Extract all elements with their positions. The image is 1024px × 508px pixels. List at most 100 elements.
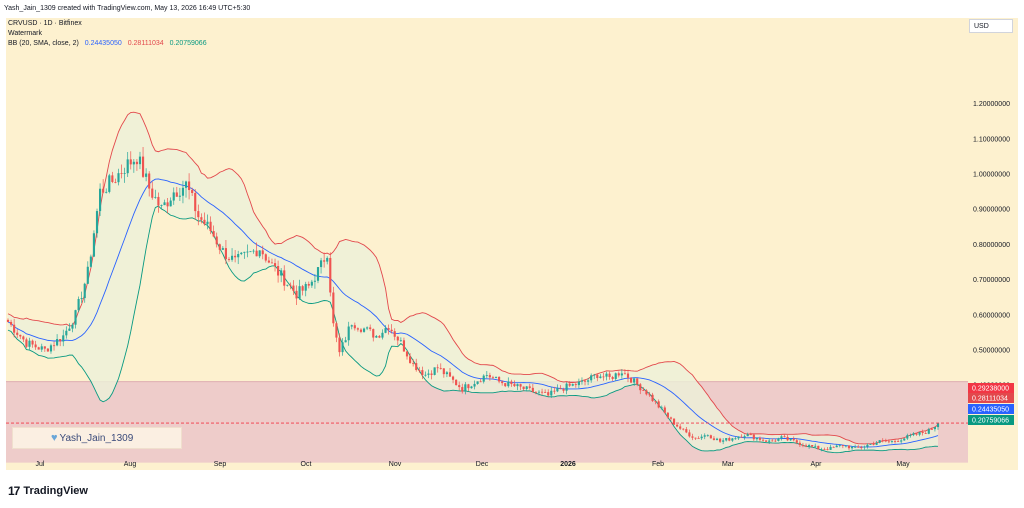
candle — [596, 373, 599, 382]
candle-body — [347, 326, 350, 341]
candle — [826, 447, 829, 451]
candle-body — [442, 368, 445, 375]
tradingview-logo-icon[interactable]: 17 — [8, 484, 20, 498]
candle — [359, 328, 363, 334]
legend-symbol-title[interactable]: CRVUSD · 1D · Bitfinex — [8, 20, 82, 27]
candle — [218, 243, 221, 255]
candle — [74, 309, 77, 329]
candle — [866, 443, 869, 449]
candle-body — [393, 331, 396, 337]
candle — [786, 434, 789, 442]
candle — [418, 366, 421, 373]
candle — [329, 252, 332, 297]
candle-body — [722, 440, 725, 442]
candle — [323, 252, 326, 268]
candle-body — [286, 284, 289, 286]
candle — [774, 438, 777, 443]
candle — [191, 187, 194, 197]
candle-body — [820, 449, 823, 450]
candle — [608, 371, 611, 380]
candle-body — [261, 250, 264, 255]
candle — [307, 281, 310, 289]
candle — [316, 267, 320, 284]
candle — [847, 445, 851, 451]
candle-body — [329, 257, 332, 293]
candle-body — [102, 188, 105, 193]
candle-body — [918, 431, 921, 435]
candle — [353, 322, 356, 331]
candle — [157, 192, 160, 213]
candle — [169, 197, 172, 207]
candle-body — [154, 196, 157, 198]
candle — [108, 173, 111, 194]
candle — [188, 173, 191, 200]
candle — [92, 230, 96, 258]
candle — [381, 329, 384, 340]
candle-body — [936, 423, 940, 428]
price-tag-label: 0.28111034 — [972, 396, 1008, 403]
candle-body — [145, 173, 148, 177]
candle-body — [206, 221, 209, 225]
tradingview-brand[interactable]: TradingView — [23, 485, 88, 497]
candle-body — [829, 446, 832, 450]
candle — [685, 426, 688, 434]
candle — [599, 374, 602, 379]
candle-body — [89, 256, 92, 267]
candle — [811, 444, 814, 448]
candle — [930, 427, 933, 430]
candle-body — [34, 344, 37, 348]
candle — [691, 433, 694, 441]
candle — [531, 384, 534, 393]
x-tick-label: Dec — [476, 461, 489, 468]
candle-body — [786, 436, 789, 441]
candle — [184, 180, 188, 198]
candle — [583, 379, 587, 386]
candle-body — [151, 188, 154, 198]
candle — [439, 363, 442, 370]
watermark-box: ♥ Yash_Jain_1309 — [12, 427, 182, 449]
candle — [642, 387, 645, 391]
candle — [657, 399, 660, 409]
candle — [56, 334, 59, 347]
candle — [240, 252, 243, 256]
bb-upper-line — [7, 111, 939, 445]
candle — [654, 400, 657, 405]
currency-selector[interactable]: USD — [969, 19, 1013, 33]
candle — [227, 257, 231, 262]
candle — [909, 433, 912, 438]
candle-body — [409, 356, 412, 363]
candle-body — [230, 255, 234, 260]
candle-body — [359, 329, 363, 332]
candle — [755, 437, 758, 442]
candle-body — [498, 376, 501, 382]
candle — [841, 445, 844, 449]
candle — [749, 432, 752, 436]
candle — [823, 447, 826, 450]
candle — [694, 437, 697, 440]
candle — [525, 385, 528, 392]
candle — [890, 440, 894, 444]
x-tick-label: Oct — [301, 461, 312, 468]
candle — [458, 381, 461, 391]
candle-body — [92, 233, 96, 257]
chart-canvas[interactable]: 1.20000000 1.10000000 1.00000000 0.90000000… — [0, 0, 1024, 474]
candle — [326, 256, 329, 265]
candle — [878, 440, 881, 444]
candle — [246, 244, 249, 258]
creator-line: Yash_Jain_1309 created with TradingView.… — [4, 5, 251, 12]
candle-body — [587, 380, 590, 382]
candle — [820, 447, 823, 452]
candle — [273, 258, 277, 272]
candle — [660, 405, 663, 410]
legend-watermark-label[interactable]: Watermark — [8, 30, 42, 37]
candle-body — [719, 438, 722, 442]
candle-body — [31, 340, 34, 345]
candle-body — [157, 196, 160, 206]
candle — [706, 434, 709, 437]
candle-body — [49, 345, 53, 352]
candle — [402, 337, 406, 352]
candle-body — [577, 381, 580, 386]
candle — [335, 321, 338, 343]
candle — [639, 382, 642, 395]
legend-bollinger-bands[interactable]: BB (20, SMA, close, 2) 0.24435050 0.2811… — [8, 40, 211, 47]
